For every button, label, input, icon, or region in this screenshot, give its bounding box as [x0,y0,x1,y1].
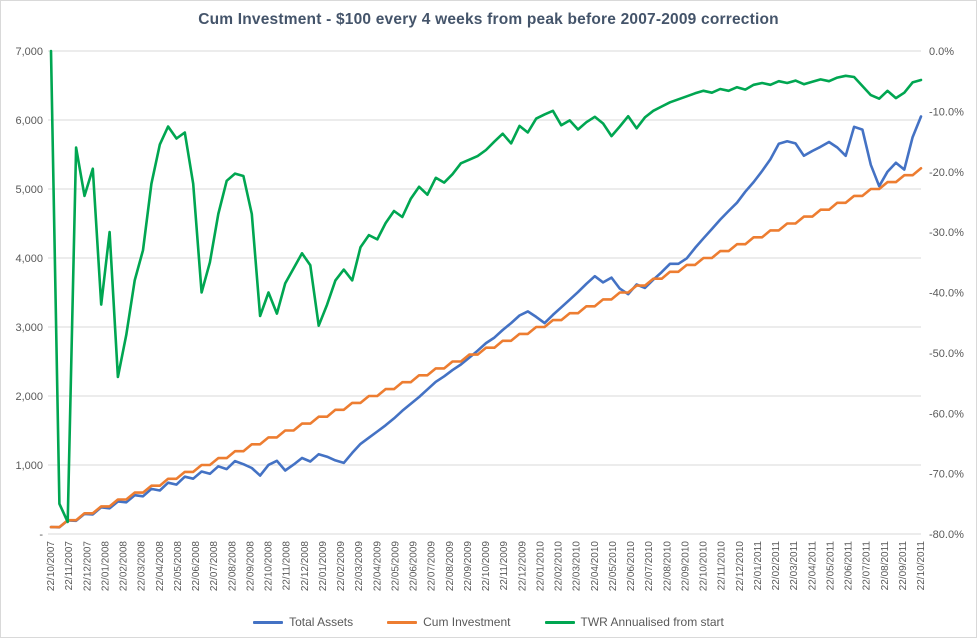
x-tick-label: 22/01/2009 [318,541,329,591]
y-right-tick-label: -30.0% [929,227,964,239]
x-tick-label: 22/11/2007 [64,541,75,591]
x-tick-label: 22/07/2011 [862,541,873,591]
y-right-tick-label: -80.0% [929,529,964,541]
x-tick-label: 22/11/2008 [282,541,293,591]
legend: Total Assets Cum Investment TWR Annualised… [1,615,976,629]
y-left-tick-label: 6,000 [15,115,43,127]
y-right-tick-label: -40.0% [929,288,964,300]
x-tick-label: 22/05/2010 [608,541,619,591]
legend-item-twr-annualised-from-start: TWR Annualised from start [544,615,724,629]
y-left-tick-label: 2,000 [15,391,43,403]
x-tick-label: 22/12/2008 [300,541,311,591]
legend-item-cum-investment: Cum Investment [387,615,511,629]
chart-title: Cum Investment - $100 every 4 weeks from… [198,11,779,28]
x-tick-label: 22/08/2008 [227,541,238,591]
x-tick-label: 22/11/2009 [499,541,510,591]
y-right-tick-label: -20.0% [929,167,964,179]
y-left-tick-label: 5,000 [15,184,43,196]
legend-label: Total Assets [289,615,354,629]
x-tick-label: 22/10/2009 [481,541,492,591]
legend-swatch [544,620,575,624]
series-line-cum-investment [49,167,923,529]
x-tick-label: 22/03/2011 [789,541,800,591]
x-tick-label: 22/05/2008 [173,541,184,591]
y-left-tick-label: 3,000 [15,322,43,334]
x-tick-label: 22/10/2007 [46,541,57,591]
x-tick-label: 22/01/2010 [535,541,546,591]
x-tick-label: 22/04/2008 [155,541,166,591]
x-tick-label: 22/12/2010 [735,541,746,591]
x-tick-label: 22/07/2008 [209,541,220,591]
x-tick-label: 22/02/2009 [336,541,347,591]
x-tick-label: 22/03/2010 [572,541,583,591]
x-tick-label: 22/10/2008 [264,541,275,591]
y-right-tick-label: -10.0% [929,106,964,118]
y-left-tick-label: 4,000 [15,253,43,265]
x-tick-label: 22/04/2011 [807,541,818,591]
y-left-tick-label: 7,000 [15,46,43,58]
x-tick-label: 22/09/2011 [898,541,909,591]
x-tick-label: 22/06/2009 [409,541,420,591]
x-tick-label: 22/03/2009 [354,541,365,591]
x-tick-label: 22/11/2010 [717,541,728,591]
x-tick-label: 22/08/2009 [445,541,456,591]
y-right-tick-label: -50.0% [929,348,964,360]
x-tick-label: 22/10/2010 [699,541,710,591]
series-line-total-assets [49,115,923,529]
y-right-tick-label: 0.0% [929,46,954,58]
x-tick-label: 22/06/2008 [191,541,202,591]
x-tick-label: 22/01/2008 [100,541,111,591]
legend-label: TWR Annualised from start [580,615,724,629]
x-tick-label: 22/04/2010 [590,541,601,591]
y-right-tick-label: -60.0% [929,408,964,420]
legend-item-total-assets: Total Assets [253,615,353,629]
x-tick-label: 22/05/2011 [825,541,836,591]
x-tick-label: 22/03/2008 [137,541,148,591]
x-tick-label: 22/09/2009 [463,541,474,591]
x-tick-label: 22/02/2008 [119,541,130,591]
x-tick-label: 22/12/2009 [517,541,528,591]
x-tick-label: 22/09/2010 [680,541,691,591]
series-line-twr-annualised-from-start [49,49,923,524]
x-tick-label: 22/04/2009 [372,541,383,591]
x-tick-label: 22/06/2010 [626,541,637,591]
x-tick-label: 22/10/2011 [916,541,927,591]
x-tick-label: 22/02/2010 [554,541,565,591]
y-right-tick-label: -70.0% [929,469,964,481]
x-tick-label: 22/02/2011 [771,541,782,591]
y-left-tick-label: - [39,529,43,541]
x-tick-label: 22/06/2011 [844,541,855,591]
x-tick-label: 22/05/2009 [390,541,401,591]
legend-swatch [387,620,418,624]
x-tick-label: 22/08/2010 [662,541,673,591]
x-tick-label: 22/07/2009 [427,541,438,591]
x-tick-label: 22/08/2011 [880,541,891,591]
legend-swatch [253,620,284,624]
x-tick-label: 22/12/2007 [82,541,93,591]
x-tick-label: 22/01/2011 [753,541,764,591]
x-tick-label: 22/09/2008 [245,541,256,591]
y-left-tick-label: 1,000 [15,460,43,472]
legend-label: Cum Investment [423,615,511,629]
x-tick-label: 22/07/2010 [644,541,655,591]
